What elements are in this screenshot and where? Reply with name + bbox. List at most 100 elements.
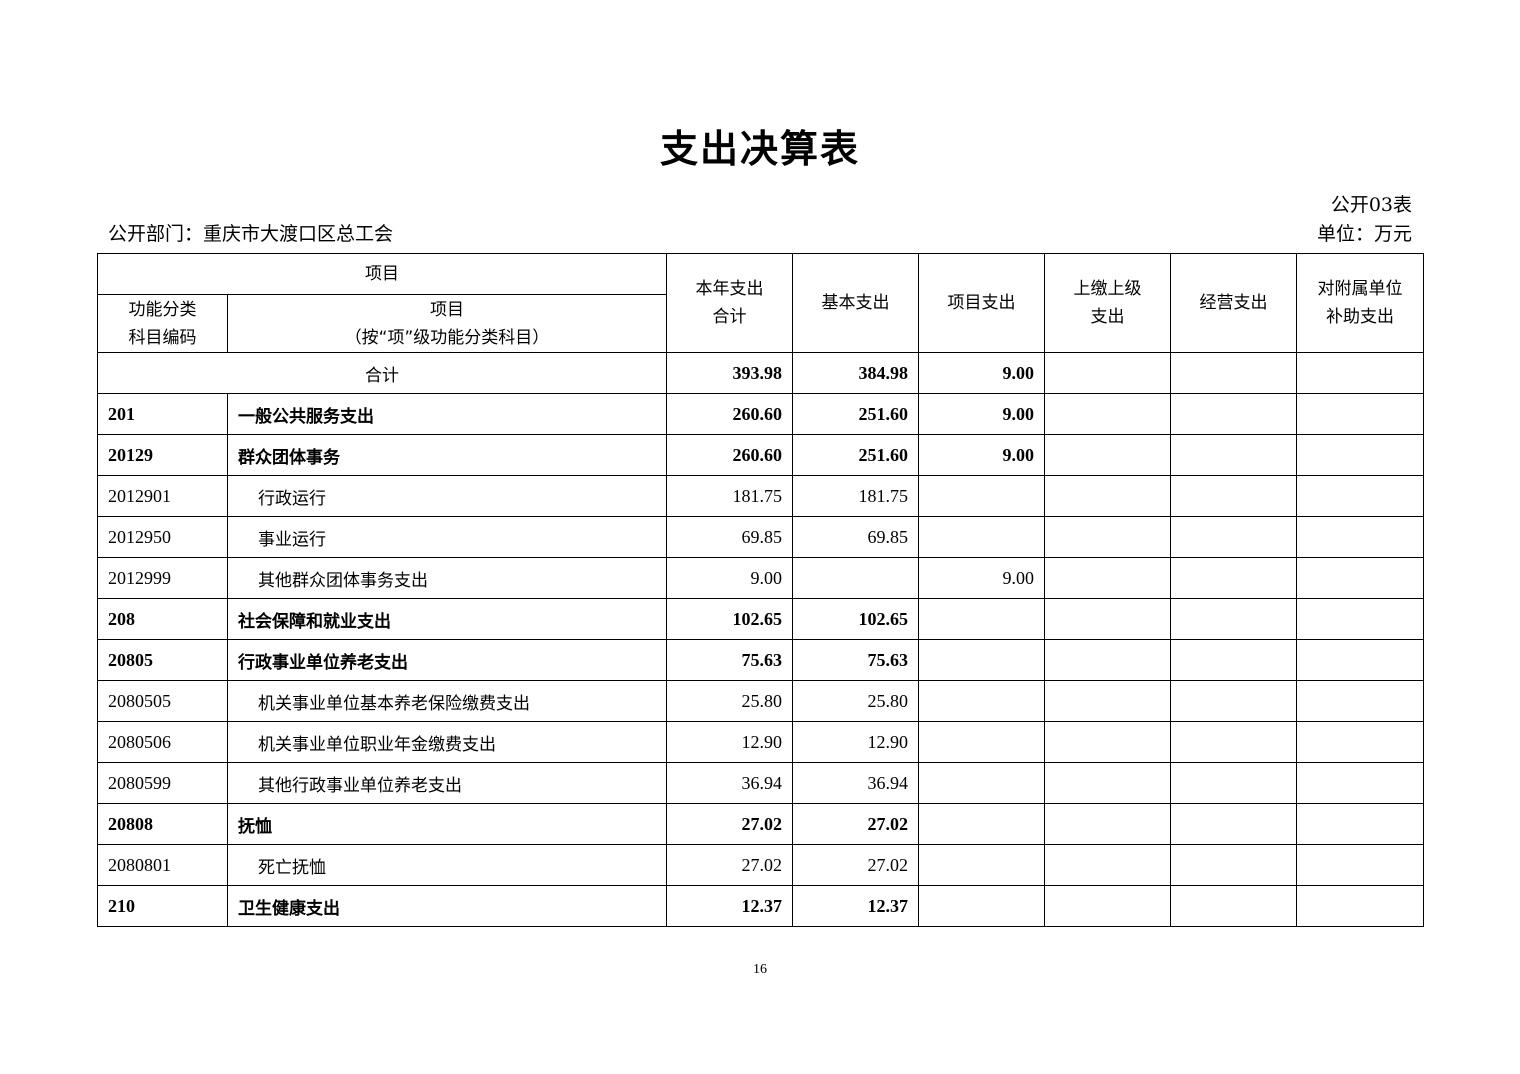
row-total: 12.37: [666, 885, 793, 927]
table-row: 20808 抚恤 27.02 27.02: [97, 803, 1424, 845]
row-project: [918, 475, 1045, 517]
table-row: 2080599 其他行政事业单位养老支出 36.94 36.94: [97, 762, 1424, 804]
row-business: [1170, 680, 1297, 722]
row-upper: [1044, 639, 1171, 681]
row-name: 卫生健康支出: [227, 885, 667, 927]
unit-label: 单位：万元: [1316, 223, 1412, 245]
table-row: 2012999 其他群众团体事务支出 9.00 9.00: [97, 557, 1424, 599]
row-upper: [1044, 844, 1171, 886]
row-project: [918, 639, 1045, 681]
table-row: 20129 群众团体事务 260.60 251.60 9.00: [97, 434, 1424, 476]
row-subsidy: [1296, 680, 1424, 722]
row-project: [918, 516, 1045, 558]
row-name: 社会保障和就业支出: [227, 598, 667, 640]
row-upper: [1044, 393, 1171, 435]
total-business: [1170, 352, 1297, 394]
row-basic: 181.75: [792, 475, 919, 517]
row-business: [1170, 885, 1297, 927]
total-sum: 393.98: [666, 352, 793, 394]
total-project: 9.00: [918, 352, 1045, 394]
row-code: 2080801: [97, 844, 228, 886]
row-upper: [1044, 475, 1171, 517]
row-name: 群众团体事务: [227, 434, 667, 476]
row-code: 2080599: [97, 762, 228, 804]
row-name: 机关事业单位基本养老保险缴费支出: [227, 680, 667, 722]
row-total: 12.90: [666, 721, 793, 763]
row-name: 一般公共服务支出: [227, 393, 667, 435]
row-subsidy: [1296, 516, 1424, 558]
row-business: [1170, 475, 1297, 517]
row-subsidy: [1296, 557, 1424, 599]
row-subsidy: [1296, 844, 1424, 886]
row-business: [1170, 393, 1297, 435]
row-code: 20129: [97, 434, 228, 476]
row-code: 20805: [97, 639, 228, 681]
header-basic: 基本支出: [792, 253, 919, 353]
header-item: 项目 （按“项”级功能分类科目）: [227, 294, 667, 353]
table-row: 210 卫生健康支出 12.37 12.37: [97, 885, 1424, 927]
department-label: 公开部门：重庆市大渡口区总工会: [108, 223, 394, 245]
row-code: 2080506: [97, 721, 228, 763]
row-subsidy: [1296, 721, 1424, 763]
total-subsidy: [1296, 352, 1424, 394]
row-basic: 27.02: [792, 803, 919, 845]
table-number: 公开03表: [1330, 194, 1412, 216]
header-item-group: 项目: [97, 253, 667, 295]
row-subsidy: [1296, 762, 1424, 804]
row-project: [918, 598, 1045, 640]
row-basic: 75.63: [792, 639, 919, 681]
row-business: [1170, 844, 1297, 886]
row-total: 75.63: [666, 639, 793, 681]
page-number: 16: [753, 962, 767, 977]
row-name: 抚恤: [227, 803, 667, 845]
table-row: 2080505 机关事业单位基本养老保险缴费支出 25.80 25.80: [97, 680, 1424, 722]
row-upper: [1044, 434, 1171, 476]
table-row: 2012950 事业运行 69.85 69.85: [97, 516, 1424, 558]
row-code: 2080505: [97, 680, 228, 722]
row-code: 201: [97, 393, 228, 435]
row-name: 行政运行: [227, 475, 667, 517]
row-basic: 12.90: [792, 721, 919, 763]
row-subsidy: [1296, 598, 1424, 640]
row-business: [1170, 516, 1297, 558]
row-basic: 36.94: [792, 762, 919, 804]
row-basic: 27.02: [792, 844, 919, 886]
row-total: 102.65: [666, 598, 793, 640]
row-code: 2012999: [97, 557, 228, 599]
row-basic: 69.85: [792, 516, 919, 558]
row-basic: 102.65: [792, 598, 919, 640]
row-basic: 12.37: [792, 885, 919, 927]
row-upper: [1044, 516, 1171, 558]
row-name: 事业运行: [227, 516, 667, 558]
row-upper: [1044, 721, 1171, 763]
row-basic: 251.60: [792, 434, 919, 476]
header-subsidy: 对附属单位 补助支出: [1296, 253, 1424, 353]
row-total: 181.75: [666, 475, 793, 517]
total-label: 合计: [97, 352, 667, 394]
row-project: 9.00: [918, 434, 1045, 476]
row-subsidy: [1296, 803, 1424, 845]
table-row: 201 一般公共服务支出 260.60 251.60 9.00: [97, 393, 1424, 435]
row-business: [1170, 721, 1297, 763]
row-upper: [1044, 598, 1171, 640]
row-project: [918, 885, 1045, 927]
row-project: [918, 721, 1045, 763]
row-project: [918, 680, 1045, 722]
row-name: 死亡抚恤: [227, 844, 667, 886]
header-code: 功能分类 科目编码: [97, 294, 228, 353]
row-upper: [1044, 762, 1171, 804]
row-total: 260.60: [666, 434, 793, 476]
row-upper: [1044, 803, 1171, 845]
row-total: 69.85: [666, 516, 793, 558]
row-project: [918, 762, 1045, 804]
row-code: 2012901: [97, 475, 228, 517]
table-row: 2080801 死亡抚恤 27.02 27.02: [97, 844, 1424, 886]
row-upper: [1044, 680, 1171, 722]
row-business: [1170, 639, 1297, 681]
row-total: 27.02: [666, 844, 793, 886]
row-subsidy: [1296, 434, 1424, 476]
total-row: 合计 393.98 384.98 9.00: [97, 352, 1424, 394]
header-business: 经营支出: [1170, 253, 1297, 353]
table-row: 208 社会保障和就业支出 102.65 102.65: [97, 598, 1424, 640]
row-total: 36.94: [666, 762, 793, 804]
